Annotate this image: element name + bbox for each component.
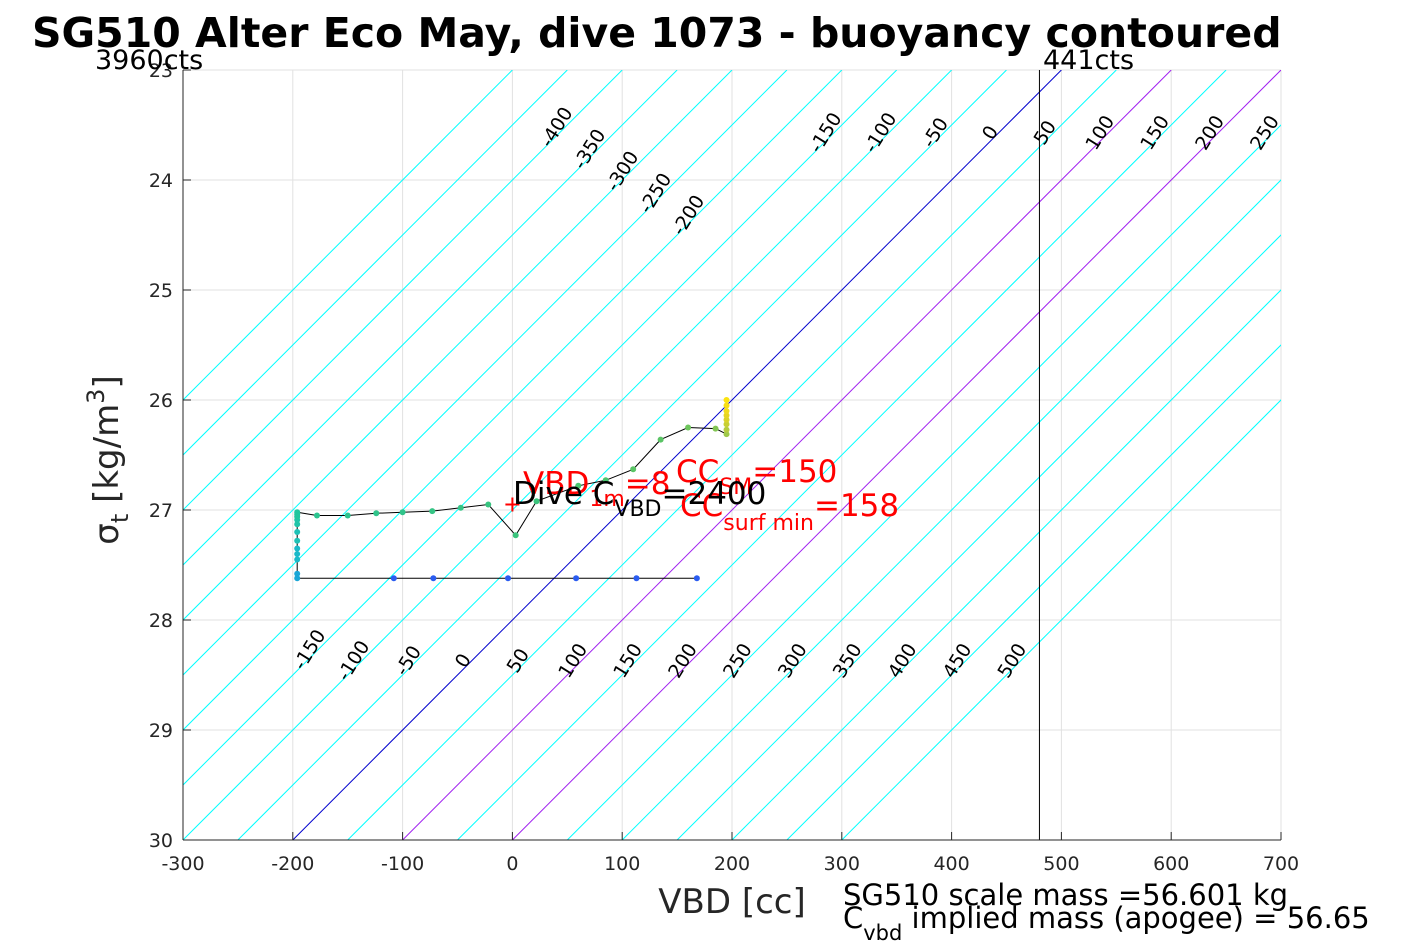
trace-point bbox=[390, 575, 397, 582]
trace-point bbox=[685, 424, 692, 431]
trace-point bbox=[294, 529, 301, 535]
contour-line bbox=[731, 289, 1281, 840]
contour-line bbox=[786, 344, 1281, 840]
contour-line bbox=[183, 70, 568, 456]
trace-point bbox=[399, 509, 406, 516]
contour-line bbox=[183, 70, 678, 566]
y-tick-label: 23 bbox=[149, 60, 173, 82]
implied-mass-text: Cvbd implied mass (apogee) = 56.65 bbox=[843, 901, 1370, 945]
trace-point bbox=[575, 482, 582, 489]
trace-point bbox=[633, 575, 640, 582]
cc-surf-min-annotation: CCsurf min=158 bbox=[680, 488, 899, 536]
counts-left-label: 3960cts bbox=[95, 45, 203, 76]
trace-point bbox=[723, 412, 730, 419]
cc-sm-annotation: CCSM=150 bbox=[676, 454, 837, 500]
trace-point bbox=[485, 501, 492, 508]
x-tick-label: 200 bbox=[714, 853, 750, 875]
y-tick-label: 30 bbox=[149, 830, 173, 852]
y-axis-label: σt [kg/m3] bbox=[82, 375, 134, 544]
trace-point bbox=[294, 551, 301, 557]
trace-point bbox=[512, 532, 519, 539]
trace-point bbox=[712, 425, 719, 432]
trace-point bbox=[505, 575, 512, 582]
scale-mass-text: SG510 scale mass =56.601 kg bbox=[843, 878, 1288, 912]
contour-line bbox=[183, 70, 623, 511]
x-tick-label: 300 bbox=[824, 853, 860, 875]
trace-point bbox=[693, 575, 700, 582]
trace-point bbox=[294, 537, 301, 544]
contour-line bbox=[347, 70, 1117, 840]
trace-point bbox=[373, 510, 380, 517]
y-tick-label: 25 bbox=[149, 280, 173, 302]
trace-point bbox=[294, 545, 301, 552]
trace-point bbox=[723, 416, 730, 423]
x-tick-label: 500 bbox=[1043, 853, 1079, 875]
y-tick-label: 28 bbox=[149, 610, 173, 632]
x-tick-label: 700 bbox=[1263, 853, 1299, 875]
contour-line bbox=[676, 234, 1281, 840]
x-tick-label: 100 bbox=[604, 853, 640, 875]
contour-line bbox=[183, 70, 952, 840]
contour-line bbox=[183, 70, 513, 401]
y-tick-label: 26 bbox=[149, 390, 173, 412]
trace-point bbox=[533, 498, 540, 505]
x-tick-label: -100 bbox=[381, 853, 424, 875]
counts-right-label: 441cts bbox=[1043, 45, 1134, 76]
trace-point bbox=[723, 397, 730, 403]
contour-line bbox=[183, 70, 843, 731]
trace-point bbox=[457, 504, 464, 511]
trace-point bbox=[294, 570, 301, 577]
trace-point bbox=[430, 575, 437, 582]
y-tick-label: 27 bbox=[149, 500, 173, 522]
x-tick-label: 0 bbox=[506, 853, 518, 875]
contour-line bbox=[457, 70, 1227, 840]
x-tick-label: -200 bbox=[271, 853, 314, 875]
x-tick-label: -300 bbox=[161, 853, 204, 875]
trace-point bbox=[294, 509, 301, 516]
trace-point bbox=[723, 408, 730, 414]
trace-point bbox=[294, 575, 301, 582]
contour-line bbox=[566, 124, 1281, 840]
contour-line bbox=[841, 399, 1281, 840]
x-axis-label: VBD [cc] bbox=[658, 882, 806, 922]
y-tick-label: 29 bbox=[149, 720, 173, 742]
svg-text:σt [kg/m3]: σt [kg/m3] bbox=[82, 375, 134, 544]
contour-line bbox=[183, 70, 733, 621]
chart-title: SG510 Alter Eco May, dive 1073 - buoyanc… bbox=[32, 9, 1282, 57]
contour-line bbox=[183, 70, 898, 786]
trace-point bbox=[344, 512, 351, 519]
dive-trace bbox=[294, 397, 730, 582]
trace-point bbox=[429, 508, 436, 515]
trace-point bbox=[723, 431, 730, 438]
axis-ticks: -300 -200 -100 0 100 200 300 400 500 600 700 23 24 25… bbox=[149, 60, 1299, 875]
contour-line bbox=[402, 70, 1172, 840]
contour-line bbox=[292, 70, 1062, 840]
contour-line bbox=[621, 179, 1281, 840]
trace-point bbox=[602, 477, 609, 484]
trace-point bbox=[630, 466, 637, 473]
trace-point bbox=[723, 421, 730, 428]
trace-point bbox=[294, 556, 301, 563]
trace-point bbox=[573, 575, 580, 582]
vbd-1m-annotation: VBD1m=8 bbox=[523, 466, 671, 512]
trace-point bbox=[313, 512, 320, 519]
contour-line bbox=[183, 70, 788, 676]
contour-line bbox=[512, 70, 1281, 840]
trace-point bbox=[294, 521, 301, 528]
trace-point bbox=[723, 402, 730, 409]
contour-line bbox=[237, 70, 1007, 840]
x-tick-label: 600 bbox=[1153, 853, 1189, 875]
trace-point bbox=[723, 426, 730, 433]
contour-lines bbox=[183, 70, 1281, 840]
trace-point bbox=[657, 436, 664, 443]
x-tick-label: 400 bbox=[933, 853, 969, 875]
plus-marker bbox=[505, 497, 520, 512]
dive-cvbd-annotation: Dive CVBD=2400 bbox=[513, 476, 766, 522]
y-tick-label: 24 bbox=[149, 170, 173, 192]
